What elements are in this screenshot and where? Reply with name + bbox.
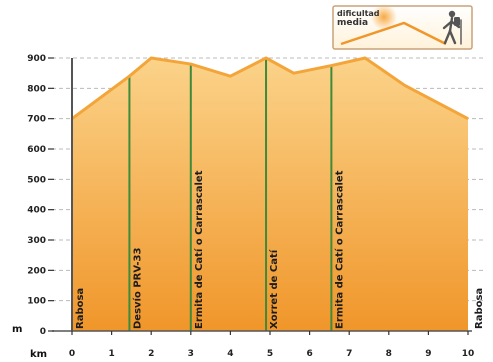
y-tick-label: 500 bbox=[27, 175, 46, 185]
y-tick-label: 200 bbox=[27, 266, 46, 276]
waypoint-label: Rabosa bbox=[474, 288, 485, 329]
sun-icon bbox=[371, 4, 397, 30]
hiker-icon bbox=[442, 10, 462, 45]
y-axis-label: m bbox=[12, 324, 22, 335]
waypoint-label: Ermita de Catí o Carrascalet bbox=[193, 170, 205, 329]
x-axis-ticks: 0 1 2 3 4 5 6 7 8 9 10 bbox=[69, 331, 474, 359]
waypoint-label: Desvío PRV-33 bbox=[131, 248, 143, 329]
elevation-profile-line bbox=[71, 56, 469, 120]
waypoint-label: Xorret de Catí bbox=[268, 249, 280, 329]
y-tick-label: 400 bbox=[27, 206, 46, 216]
y-tick-label: 800 bbox=[27, 84, 46, 94]
badge-line2: media bbox=[337, 18, 368, 28]
y-tick-label: 300 bbox=[27, 236, 46, 246]
x-tick-label: 8 bbox=[386, 349, 392, 359]
x-tick-label: 1 bbox=[108, 349, 114, 359]
x-tick-label: 9 bbox=[425, 349, 431, 359]
x-tick-label: 7 bbox=[346, 349, 352, 359]
x-tick-label: 6 bbox=[306, 349, 312, 359]
waypoint-labels: Rabosa Desvío PRV-33 Ermita de Catí o Carr… bbox=[75, 170, 485, 329]
axes bbox=[52, 58, 472, 332]
x-tick-label: 2 bbox=[148, 349, 154, 359]
x-tick-label: 5 bbox=[267, 349, 273, 359]
x-tick-label: 0 bbox=[69, 349, 75, 359]
mountain-icon bbox=[340, 21, 447, 46]
y-tick-label: 600 bbox=[27, 145, 46, 155]
y-axis-ticks: 0 100 200 300 400 500 600 700 800 900 bbox=[27, 54, 54, 337]
elevation-area bbox=[72, 58, 468, 331]
y-tick-label: 900 bbox=[27, 54, 46, 64]
waypoint-label: Ermita de Catí o Carrascalet bbox=[333, 170, 345, 329]
x-tick-label: 3 bbox=[188, 349, 194, 359]
y-tick-label: 100 bbox=[27, 297, 46, 307]
waypoint-label: Rabosa bbox=[75, 288, 86, 329]
x-tick-label: 10 bbox=[462, 349, 475, 359]
y-tick-label: 0 bbox=[40, 327, 46, 337]
badge-line1: dificultad bbox=[337, 9, 380, 18]
x-tick-label: 4 bbox=[227, 349, 233, 359]
y-tick-label: 700 bbox=[27, 115, 46, 125]
x-axis-label: km bbox=[30, 349, 47, 360]
difficulty-badge: dificultad media bbox=[332, 4, 473, 50]
